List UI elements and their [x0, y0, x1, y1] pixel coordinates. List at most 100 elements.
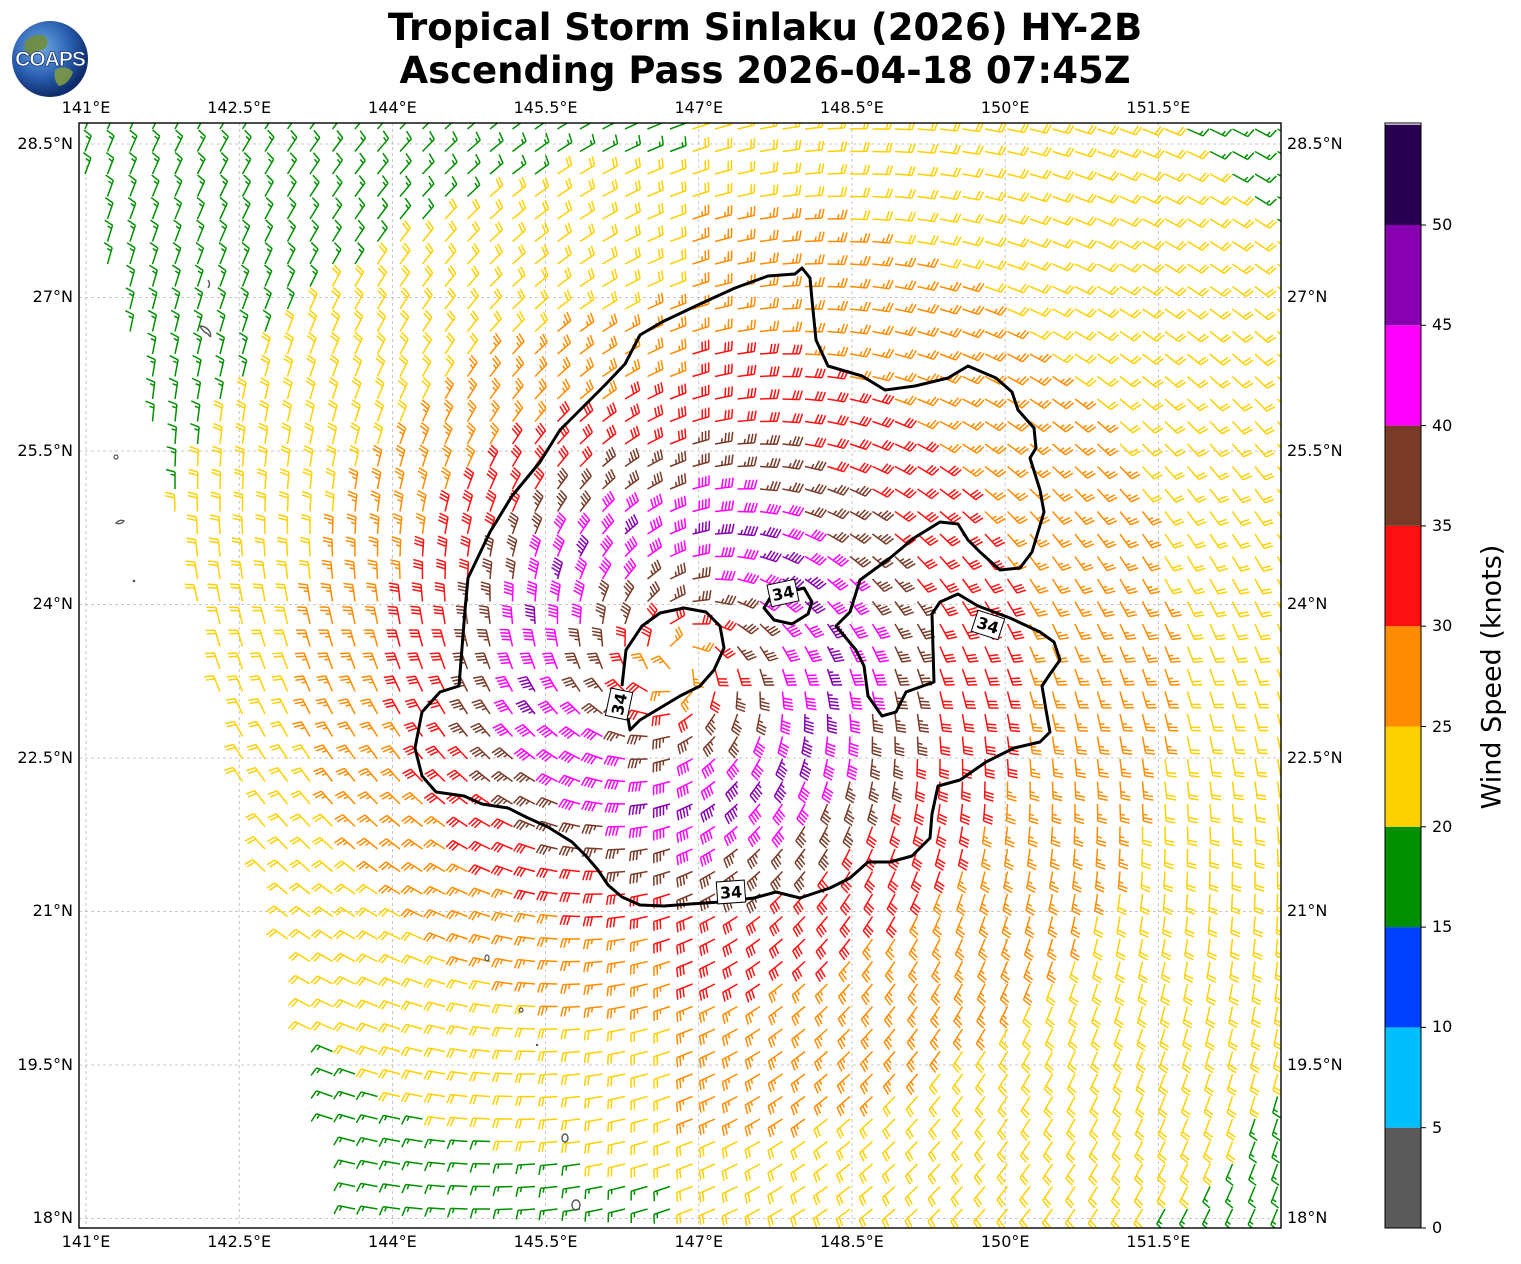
wind-barb: [1231, 803, 1244, 824]
wind-barb: [907, 983, 919, 1006]
wind-barb: [714, 523, 735, 535]
wind-barb: [229, 583, 244, 602]
wind-barb: [289, 859, 311, 873]
wind-barb: [326, 444, 337, 467]
wind-barb: [537, 1050, 558, 1062]
wind-barb: [84, 123, 89, 130]
wind-barb: [264, 129, 275, 152]
wind-barb: [241, 174, 252, 197]
wind-barb: [238, 332, 248, 355]
wind-barbs: [82, 123, 1281, 1228]
wind-barb: [677, 713, 693, 733]
wind-barb: [536, 959, 558, 970]
wind-barb: [1096, 511, 1118, 526]
wind-barb: [334, 813, 356, 828]
lat-tick-label-left: 28.5°N: [17, 134, 73, 153]
wind-barb: [512, 123, 522, 130]
wind-barb: [604, 802, 626, 813]
wind-barb: [1229, 938, 1240, 961]
wind-barb: [1138, 938, 1149, 961]
wind-barb: [486, 466, 498, 490]
wind-barb: [669, 203, 687, 220]
wind-barb: [490, 818, 513, 830]
wind-barb: [1271, 1118, 1281, 1141]
wind-barb: [259, 377, 270, 400]
lat-tick-label-left: 24°N: [32, 594, 73, 614]
wind-barb: [212, 422, 223, 445]
wind-barb: [865, 826, 877, 849]
wind-barb: [83, 129, 92, 152]
wind-barb: [1119, 736, 1133, 755]
wind-barb: [511, 355, 525, 377]
wind-barb: [462, 489, 474, 512]
wind-barb: [229, 606, 244, 625]
wind-barb: [602, 246, 618, 265]
wind-barb: [1231, 488, 1252, 504]
wind-barb: [1232, 353, 1254, 366]
wind-barb: [605, 848, 626, 860]
wind-barb: [1051, 758, 1064, 779]
wind-barb: [744, 1005, 761, 1025]
wind-barb: [814, 1005, 829, 1027]
wind-barb: [506, 534, 518, 557]
wind-barb: [193, 332, 203, 355]
wind-barb: [1254, 848, 1265, 869]
wind-barb: [579, 200, 596, 220]
wind-barb: [872, 348, 895, 359]
wind-barb: [647, 471, 664, 490]
wind-barb: [1276, 398, 1281, 404]
wind-barb: [556, 467, 569, 490]
wind-barb: [737, 364, 757, 378]
wind-barb: [579, 468, 592, 490]
wind-barb: [1225, 1163, 1234, 1187]
wind-barb: [215, 354, 225, 377]
wind-barb: [1019, 1186, 1031, 1208]
wind-barb: [579, 445, 593, 468]
wind-barb: [737, 410, 757, 423]
wind-barb: [647, 247, 664, 265]
wind-barb: [293, 698, 311, 715]
lon-tick-label-bottom: 151.5°E: [1126, 1232, 1191, 1251]
wind-barb: [917, 166, 939, 177]
wind-barb: [355, 1068, 378, 1079]
wind-barb: [1119, 308, 1142, 319]
wind-barb: [838, 961, 851, 983]
wind-barb: [421, 332, 432, 355]
chart-title: Tropical Storm Sinlaku (2026) HY-2B Asce…: [280, 6, 1250, 92]
wind-barb: [737, 342, 757, 355]
wind-barb: [490, 934, 513, 945]
wind-barb: [1110, 1186, 1121, 1209]
wind-barb: [773, 781, 787, 804]
wind-barb: [1186, 691, 1202, 709]
wind-barb: [489, 399, 500, 422]
wind-barb: [939, 397, 963, 407]
wind-barb: [928, 1140, 941, 1163]
wind-barb: [468, 979, 491, 990]
wind-barb: [1005, 803, 1016, 825]
wind-barb: [352, 354, 363, 377]
wind-barb: [1115, 938, 1126, 961]
wind-barb: [846, 758, 858, 781]
wind-barb: [1091, 1006, 1101, 1029]
wind-barb: [446, 769, 469, 783]
wind-barb: [1164, 330, 1187, 343]
wind-barb: [400, 931, 423, 942]
wind-barb: [1133, 1163, 1144, 1186]
wind-barb: [333, 1067, 356, 1077]
wind-barb: [1209, 803, 1221, 824]
wind-barb: [996, 1163, 1009, 1186]
wind-barb: [331, 152, 344, 175]
wind-barb: [537, 1095, 558, 1107]
wind-barb: [917, 488, 940, 500]
wind-barb: [284, 309, 295, 332]
wind-barb: [446, 1116, 468, 1127]
wind-barb: [423, 1047, 446, 1058]
wind-barb: [861, 961, 874, 983]
wind-barb: [1006, 691, 1022, 709]
wind-barb: [469, 1071, 491, 1082]
wind-barb: [962, 443, 985, 454]
wind-barb: [1276, 713, 1281, 731]
wind-barb: [630, 1073, 648, 1088]
wind-barb: [357, 767, 379, 782]
wind-barb: [468, 817, 491, 829]
